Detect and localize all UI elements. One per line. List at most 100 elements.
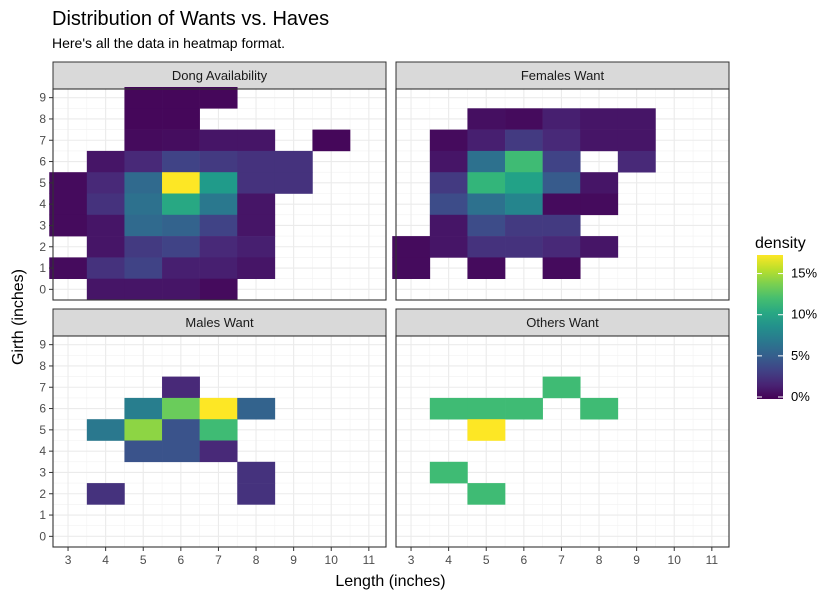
heatmap-cell bbox=[199, 129, 238, 152]
heatmap-cell bbox=[86, 419, 125, 441]
heatmap-cell bbox=[429, 150, 468, 173]
heatmap-cell bbox=[580, 172, 619, 194]
x-tick-label: 11 bbox=[706, 553, 719, 567]
heatmap-cell bbox=[505, 129, 543, 152]
heatmap-cell bbox=[124, 129, 163, 152]
heatmap-cell bbox=[162, 376, 200, 399]
heatmap-cell bbox=[162, 87, 200, 109]
heatmap-cell bbox=[467, 236, 506, 258]
heatmap-cell bbox=[124, 172, 163, 194]
x-tick-label: 3 bbox=[408, 553, 415, 567]
y-tick-label: 4 bbox=[39, 444, 46, 458]
y-tick-label: 2 bbox=[39, 240, 46, 254]
heatmap-cell bbox=[162, 214, 200, 237]
heatmap-cell bbox=[162, 172, 200, 194]
heatmap-cell bbox=[124, 419, 163, 441]
chart-subtitle: Here's all the data in heatmap format. bbox=[52, 35, 285, 51]
panel-border bbox=[52, 335, 387, 548]
x-tick-label: 11 bbox=[363, 553, 376, 567]
heatmap-cell bbox=[237, 214, 276, 237]
heatmap-cell bbox=[86, 150, 125, 173]
heatmap-cell bbox=[392, 257, 431, 279]
x-tick-label: 6 bbox=[177, 553, 184, 567]
heatmap-cell bbox=[199, 419, 238, 441]
facet-strip-label: Females Want bbox=[521, 68, 605, 83]
heatmap-cell bbox=[162, 257, 200, 279]
facet-panel: Dong Availability 0 1 2 3 4 5 6 7 8 9 bbox=[39, 61, 387, 301]
heatmap-cell bbox=[162, 193, 200, 216]
legend-title: density bbox=[755, 235, 806, 252]
x-tick-label: 3 bbox=[65, 553, 72, 567]
heatmap-cell bbox=[124, 257, 163, 279]
x-tick-label: 8 bbox=[596, 553, 603, 567]
y-tick-label: 0 bbox=[39, 529, 46, 543]
legend-label: 15% bbox=[791, 266, 817, 281]
heatmap-cell bbox=[580, 397, 619, 420]
heatmap-cell bbox=[467, 257, 506, 279]
heatmap-cell bbox=[49, 257, 88, 279]
heatmap-cell bbox=[429, 129, 468, 152]
heatmap-cell bbox=[312, 129, 351, 152]
heatmap-cell bbox=[86, 193, 125, 216]
facet-panel: Others Want 3 4 5 6 7 8 9 10 11 bbox=[395, 308, 730, 567]
heatmap-cell bbox=[505, 172, 543, 194]
heatmap-cell bbox=[199, 236, 238, 258]
y-tick-label: 0 bbox=[39, 282, 46, 296]
heatmap-cell bbox=[162, 108, 200, 130]
y-tick-label: 8 bbox=[39, 359, 46, 373]
heatmap-cell bbox=[199, 193, 238, 216]
y-tick-label: 3 bbox=[39, 465, 46, 479]
heatmap-cell bbox=[49, 193, 88, 216]
heatmap-cell bbox=[199, 87, 238, 109]
heatmap-cell bbox=[124, 87, 163, 109]
heatmap-cell bbox=[237, 193, 276, 216]
heatmap-cell bbox=[467, 397, 506, 420]
x-tick-label: 9 bbox=[290, 553, 297, 567]
heatmap-cell bbox=[542, 236, 581, 258]
heatmap-cell bbox=[162, 419, 200, 441]
heatmap-cell bbox=[199, 278, 238, 301]
heatmap-cell bbox=[542, 108, 581, 130]
heatmap-cell bbox=[467, 214, 506, 237]
heatmap-cell bbox=[199, 440, 238, 463]
heatmap-cell bbox=[542, 129, 581, 152]
heatmap-cell bbox=[274, 172, 313, 194]
heatmap-cell bbox=[237, 397, 276, 420]
facet-panel: Females Want bbox=[392, 61, 730, 301]
legend-label: 5% bbox=[791, 348, 810, 363]
x-tick-label: 5 bbox=[140, 553, 147, 567]
heatmap-cell bbox=[86, 257, 125, 279]
heatmap-cell bbox=[542, 150, 581, 173]
heatmap-cell bbox=[86, 172, 125, 194]
heatmap-cell bbox=[237, 236, 276, 258]
heatmap-cell bbox=[429, 214, 468, 237]
heatmap-cell bbox=[542, 214, 581, 237]
heatmap-cell bbox=[580, 129, 619, 152]
heatmap-cell bbox=[617, 129, 656, 152]
y-tick-label: 1 bbox=[39, 508, 46, 522]
heatmap-cell bbox=[162, 397, 200, 420]
heatmap-cell bbox=[505, 214, 543, 237]
heatmap-cell bbox=[162, 150, 200, 173]
heatmap-cell bbox=[505, 193, 543, 216]
heatmap-cell bbox=[199, 214, 238, 237]
heatmap-cell bbox=[162, 129, 200, 152]
x-tick-label: 10 bbox=[668, 553, 682, 567]
panel-border bbox=[395, 88, 730, 301]
y-axis-title: Girth (inches) bbox=[10, 269, 27, 365]
heatmap-cell bbox=[580, 108, 619, 130]
heatmap-cell bbox=[274, 150, 313, 173]
x-tick-label: 7 bbox=[215, 553, 222, 567]
heatmap-cell bbox=[429, 236, 468, 258]
heatmap-cell bbox=[86, 214, 125, 237]
heatmap-cell bbox=[467, 193, 506, 216]
heatmap-cell bbox=[429, 172, 468, 194]
legend: density 0% 5% 10% 15% bbox=[755, 235, 817, 404]
heatmap-cell bbox=[86, 483, 125, 505]
heatmap-cell bbox=[237, 129, 276, 152]
heatmap-cell bbox=[505, 397, 543, 420]
x-tick-label: 10 bbox=[325, 553, 339, 567]
heatmap-cell bbox=[49, 172, 88, 194]
y-tick-label: 5 bbox=[39, 423, 46, 437]
